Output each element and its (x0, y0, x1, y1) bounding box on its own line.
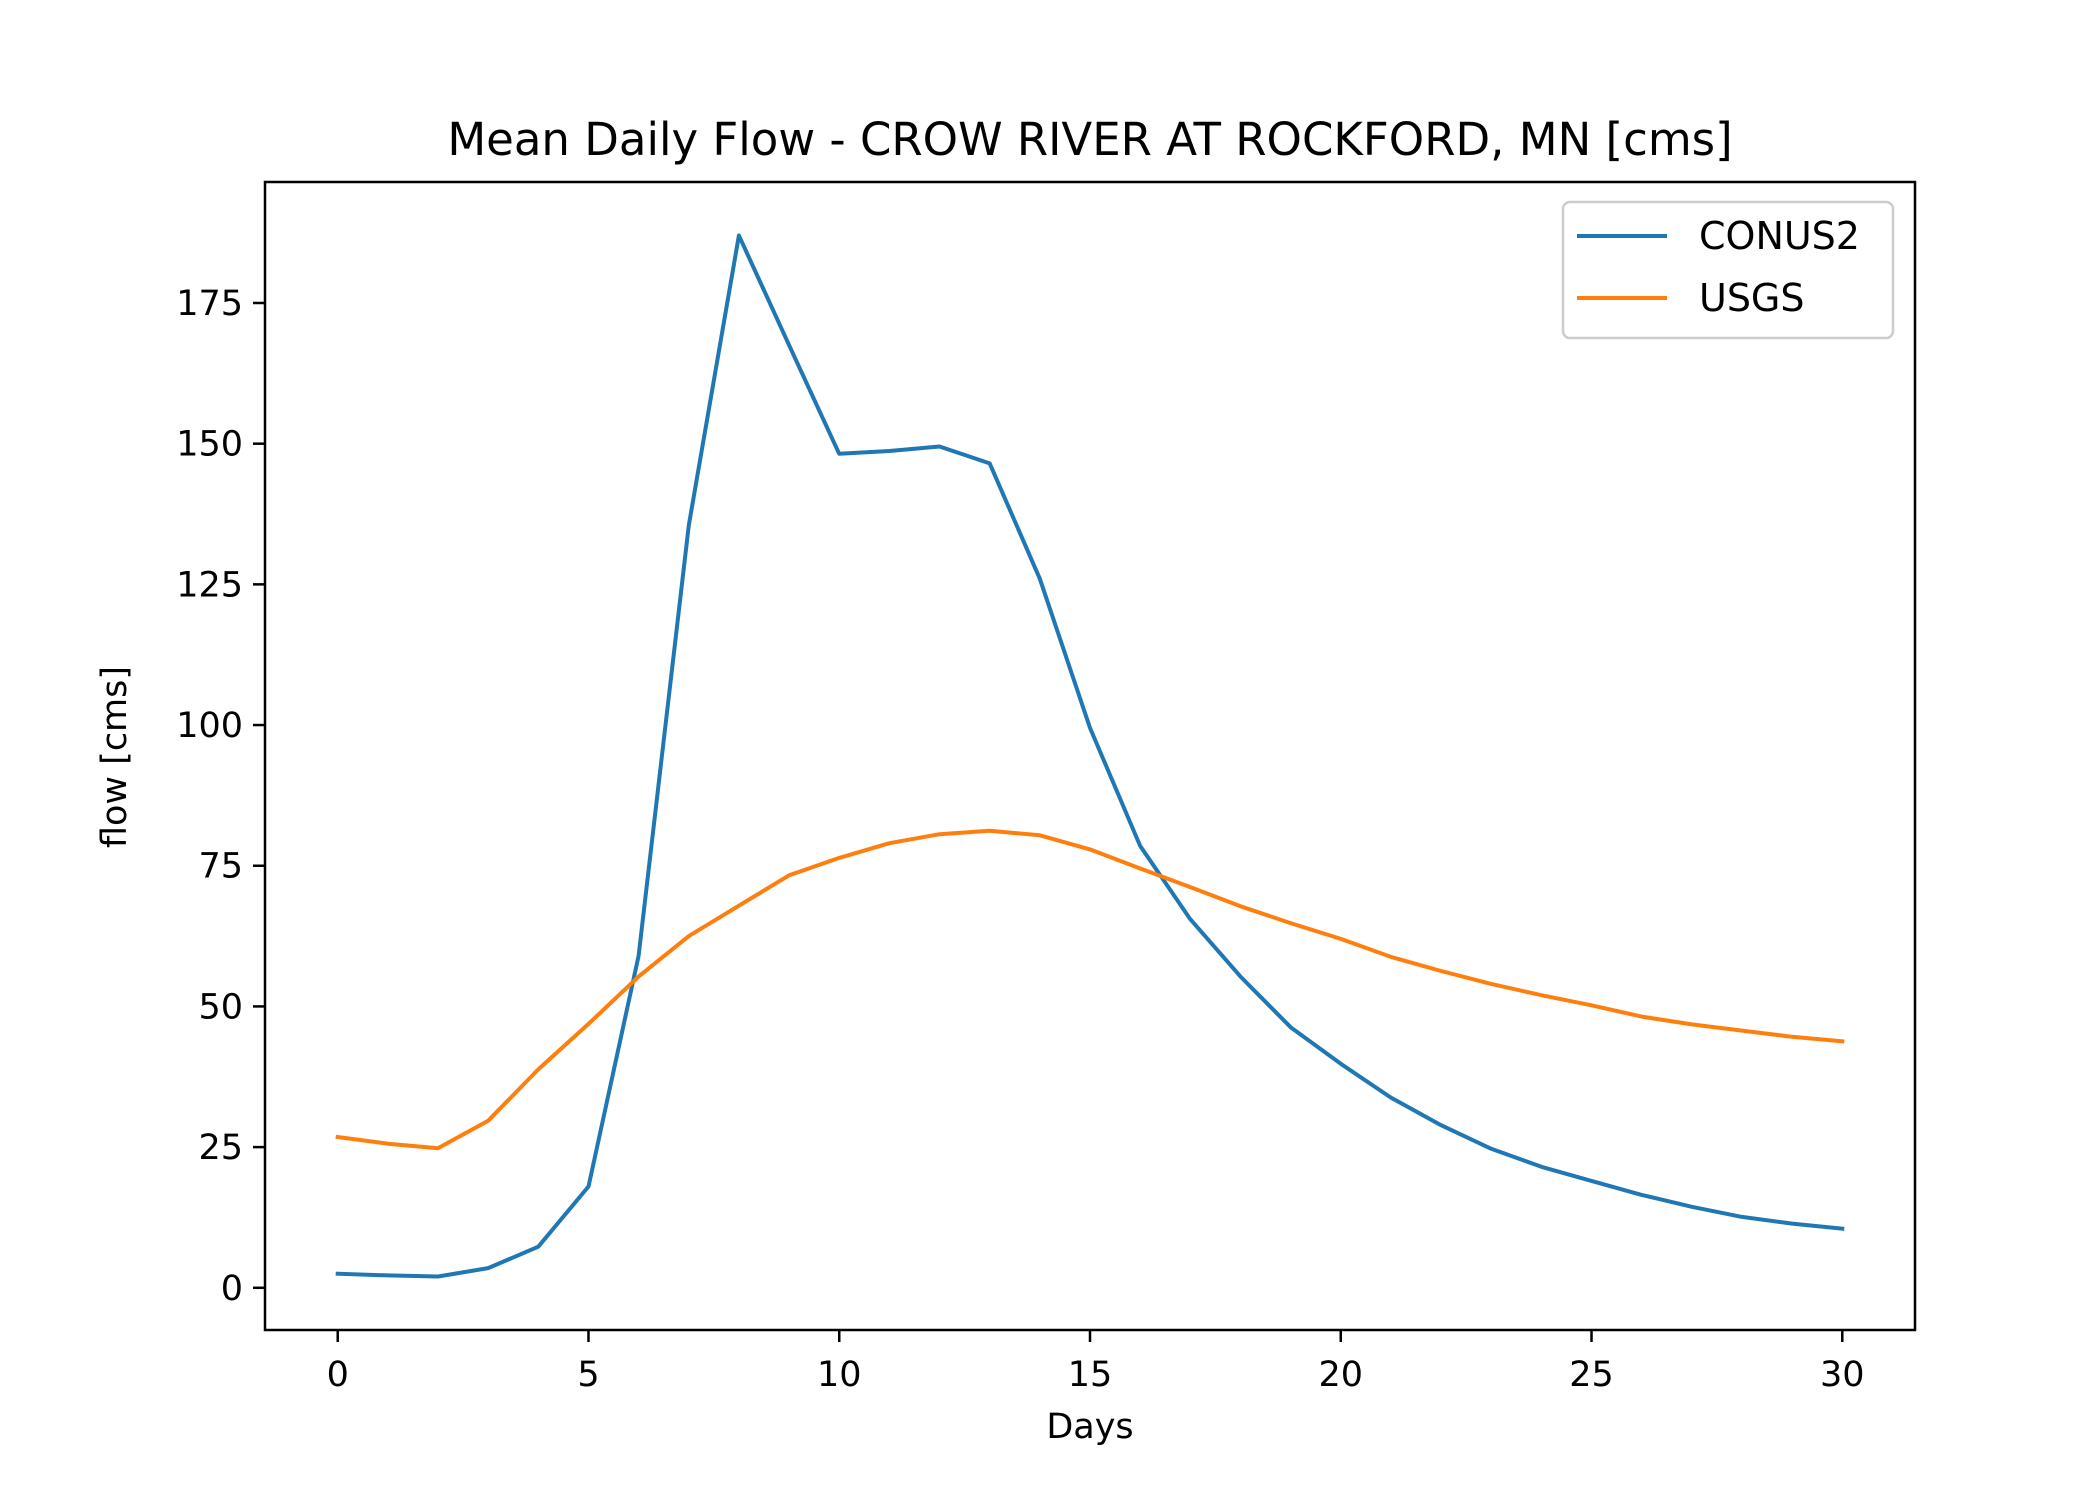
y-tick-label: 50 (198, 987, 243, 1027)
series-lines (335, 233, 1845, 1279)
x-tick-label: 20 (1318, 1355, 1363, 1395)
x-tick-label: 25 (1569, 1355, 1614, 1395)
legend-label-conus2: CONUS2 (1699, 214, 1860, 258)
legend: CONUS2 USGS (1561, 200, 1895, 340)
y-tick-label: 25 (198, 1128, 243, 1168)
legend-label-usgs: USGS (1699, 276, 1805, 320)
chart-title: Mean Daily Flow - CROW RIVER AT ROCKFORD… (447, 113, 1732, 166)
y-tick-label: 0 (221, 1269, 243, 1309)
y-tick-label: 75 (198, 847, 243, 887)
x-tick-label: 15 (1068, 1355, 1113, 1395)
y-tick-label: 125 (176, 565, 243, 605)
x-tick-label: 5 (577, 1355, 599, 1395)
axes-layer: 0 5 10 15 20 25 30 0 25 50 75 100 125 150 175 (176, 180, 1917, 1395)
y-tick-label: 100 (176, 706, 243, 746)
y-tick-label: 175 (176, 284, 243, 324)
y-axis-label: flow [cms] (95, 666, 135, 848)
x-tick-label: 30 (1820, 1355, 1865, 1395)
y-tick-label: 150 (176, 425, 243, 465)
series-line-conus2 (335, 233, 1845, 1279)
x-axis-label: Days (1046, 1407, 1133, 1447)
series-line-usgs (335, 828, 1845, 1151)
x-tick-label: 0 (327, 1355, 349, 1395)
x-tick-label: 10 (817, 1355, 862, 1395)
series-layer (335, 233, 1845, 1279)
